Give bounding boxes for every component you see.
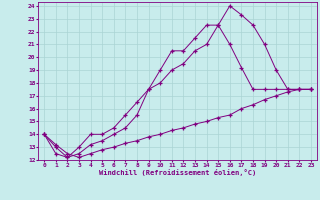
- X-axis label: Windchill (Refroidissement éolien,°C): Windchill (Refroidissement éolien,°C): [99, 169, 256, 176]
